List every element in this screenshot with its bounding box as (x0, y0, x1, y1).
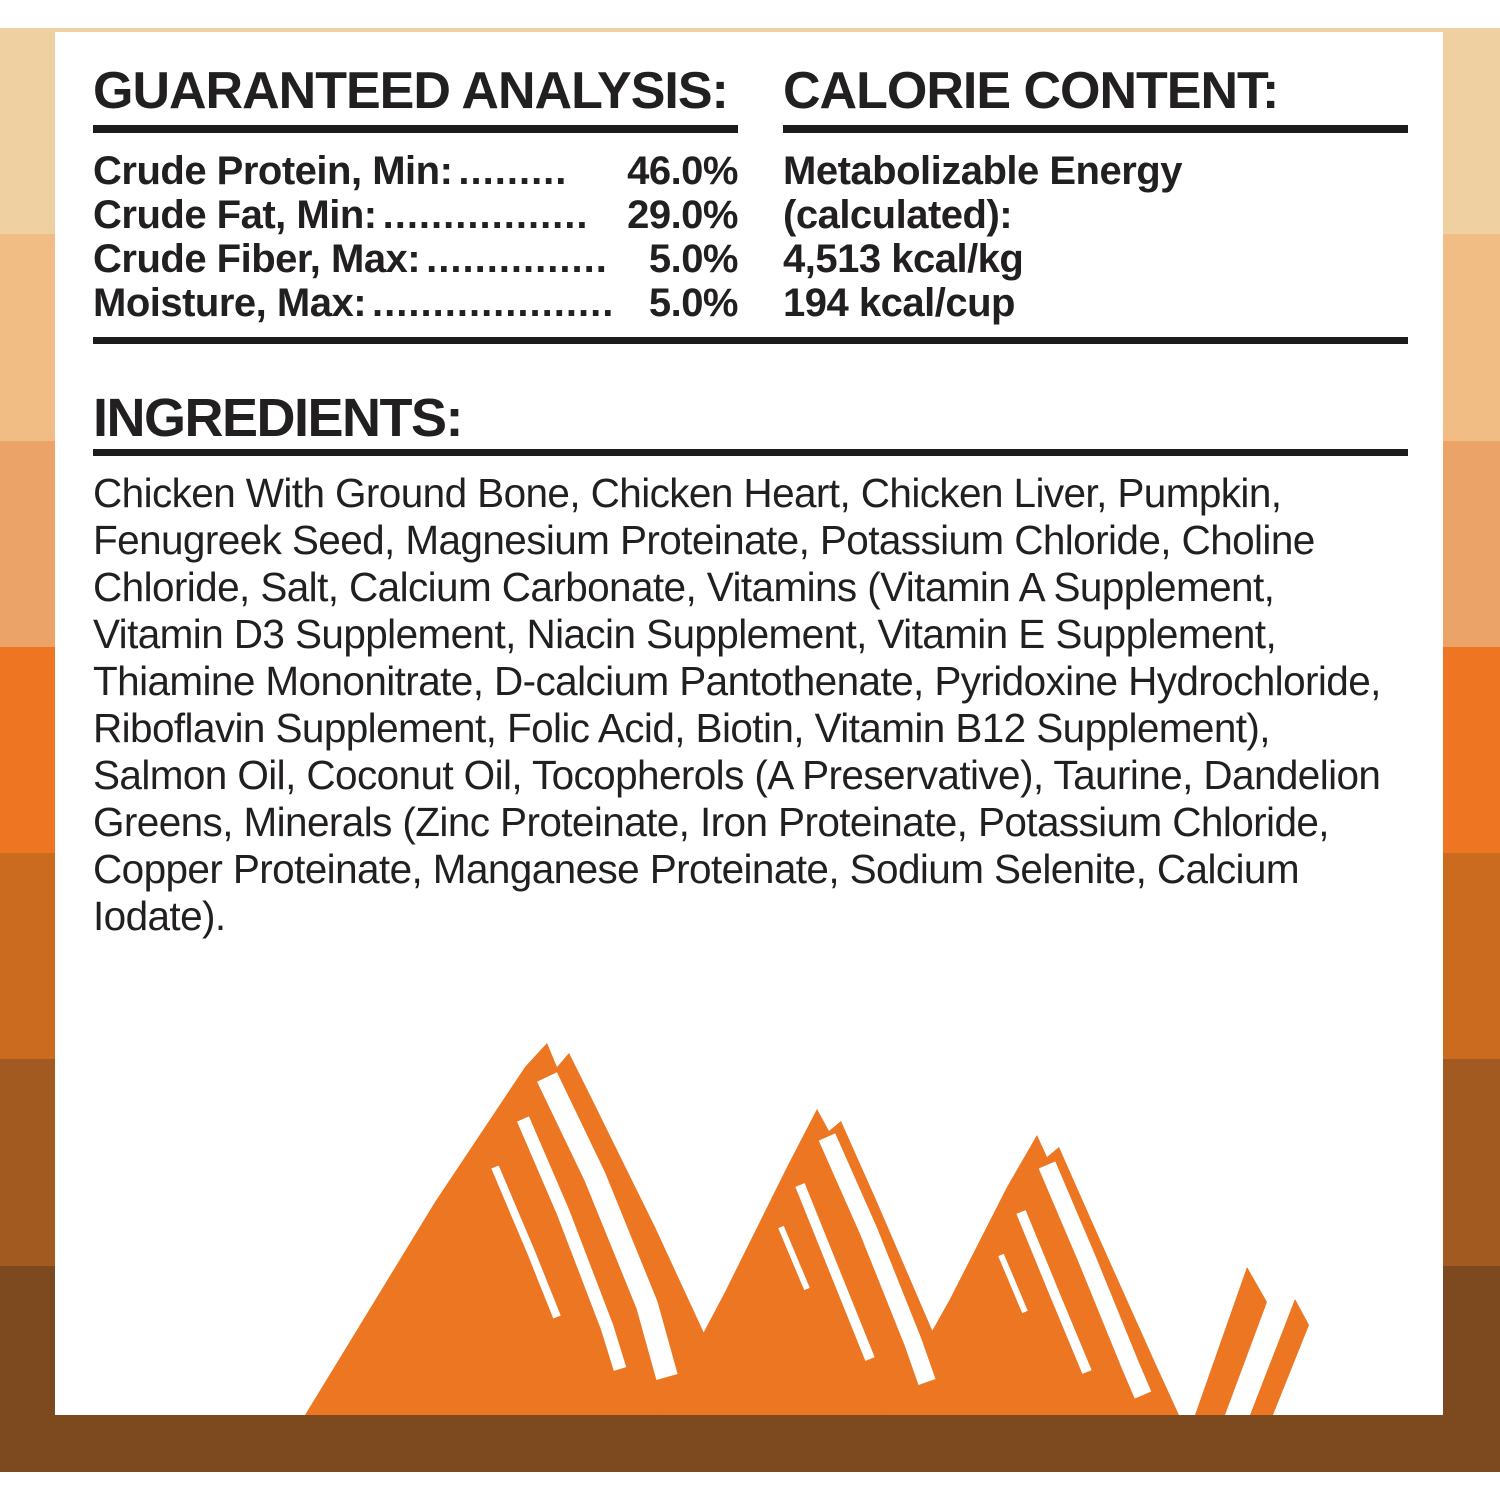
leader-dots: .................... (372, 280, 615, 325)
calorie-line: 194 kcal/cup (783, 280, 1015, 325)
analysis-value: 46.0% (627, 148, 738, 193)
analysis-label: Crude Fiber, Max: (93, 236, 421, 281)
calorie-line: Metabolizable Energy (783, 148, 1182, 193)
ingredients-title: INGREDIENTS: (93, 387, 464, 448)
analysis-label: Moisture, Max: (93, 280, 367, 325)
analysis-calorie-columns: GUARANTEED ANALYSIS: Crude Protein, Min:… (93, 64, 1408, 325)
guaranteed-analysis-section: GUARANTEED ANALYSIS: Crude Protein, Min:… (93, 62, 739, 325)
analysis-row: Crude Fat, Min: ................. 29.0% (93, 193, 738, 237)
label-panel: GUARANTEED ANALYSIS: Crude Protein, Min:… (55, 32, 1443, 1415)
ingredients-text: Chicken With Ground Bone, Chicken Heart,… (93, 470, 1381, 940)
mountain-range-icon (305, 1043, 1309, 1415)
analysis-row: Crude Fiber, Max: ............... 5.0% (93, 236, 739, 281)
calorie-line: 4,513 kcal/kg (783, 236, 1024, 281)
analysis-value: 5.0% (648, 280, 739, 325)
leader-dots: ................. (382, 192, 589, 237)
analysis-row: Crude Protein, Min: ......... 46.0% (93, 149, 738, 193)
calorie-content-title: CALORIE CONTENT: (783, 62, 1279, 120)
leader-dots: ............... (426, 236, 608, 281)
calorie-lines: Metabolizable Energy (calculated): 4,513… (783, 149, 1408, 325)
label-content: GUARANTEED ANALYSIS: Crude Protein, Min:… (55, 32, 1443, 940)
calorie-line: (calculated): (783, 192, 1013, 237)
analysis-label: Crude Fat, Min: (93, 192, 377, 237)
analysis-rows: Crude Protein, Min: ......... 46.0% Crud… (93, 149, 739, 325)
guaranteed-analysis-title: GUARANTEED ANALYSIS: (93, 62, 729, 120)
guaranteed-analysis-underline (93, 124, 738, 133)
analysis-label: Crude Protein, Min: (93, 148, 453, 193)
section-divider (93, 336, 1408, 344)
ingredients-underline (93, 449, 1408, 457)
calorie-content-section: CALORIE CONTENT: Metabolizable Energy (c… (783, 64, 1408, 325)
analysis-row: Moisture, Max: .................... 5.0% (93, 280, 739, 325)
analysis-value: 5.0% (648, 236, 739, 281)
analysis-value: 29.0% (627, 192, 738, 237)
calorie-content-underline (783, 124, 1408, 133)
leader-dots: ......... (458, 148, 568, 193)
